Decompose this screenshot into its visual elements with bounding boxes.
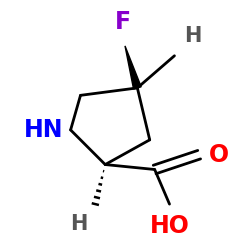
Text: F: F xyxy=(114,10,130,34)
Text: H: H xyxy=(70,214,88,234)
Text: HO: HO xyxy=(150,214,190,238)
Text: H: H xyxy=(184,26,202,46)
Text: HN: HN xyxy=(24,118,63,142)
Text: O: O xyxy=(209,143,229,167)
Polygon shape xyxy=(125,46,141,89)
